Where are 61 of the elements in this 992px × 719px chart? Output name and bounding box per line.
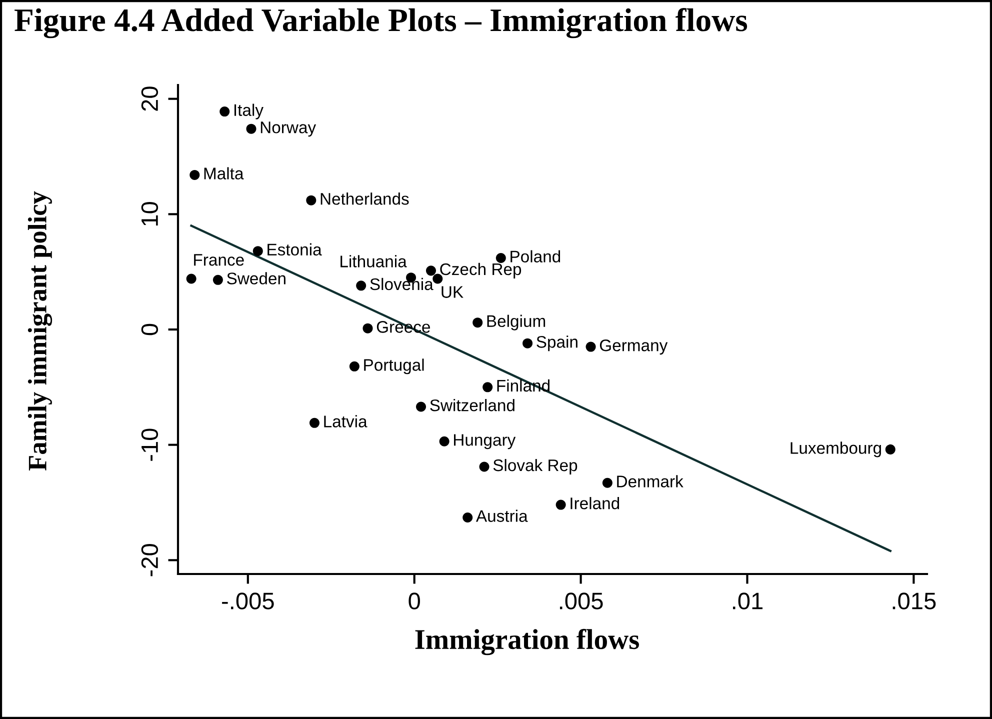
point xyxy=(496,252,506,264)
annotation: Denmark xyxy=(617,475,684,488)
point xyxy=(426,266,436,276)
point xyxy=(522,338,533,348)
annotation: Germany xyxy=(600,339,668,355)
x-tick-label: .005 xyxy=(560,592,603,610)
annotation: Czech Rep xyxy=(440,262,522,278)
annotation: Ireland xyxy=(570,497,620,510)
annotation: Portugal xyxy=(364,358,424,374)
point xyxy=(556,500,566,510)
annotation: Sweden xyxy=(227,272,286,284)
annotation: Luxembourg xyxy=(790,442,881,458)
point xyxy=(212,274,223,285)
point xyxy=(472,318,483,328)
point xyxy=(349,361,360,372)
point xyxy=(462,512,473,522)
annotation: Italy xyxy=(234,104,264,120)
chart-title: Figure 4.4 Added Variable Plots – Immigration flows xyxy=(14,8,748,38)
point xyxy=(220,106,230,117)
x-tick-label: .015 xyxy=(892,592,936,610)
annotation: Spain xyxy=(536,336,578,352)
annotation: Poland xyxy=(510,250,560,262)
annotation: Lithuania xyxy=(340,255,407,268)
annotation: France xyxy=(194,254,244,266)
annotation: UK xyxy=(442,286,464,298)
x-tick-label: -.005 xyxy=(222,592,274,610)
y-tick-label: -20 xyxy=(141,544,158,576)
x-axis-title: Immigration flows xyxy=(415,628,639,656)
y-tick-label: 10 xyxy=(141,202,158,226)
point xyxy=(482,382,493,392)
point xyxy=(309,418,320,428)
annotation: Latvia xyxy=(324,415,368,428)
point xyxy=(602,478,612,488)
y-tick-label: 0 xyxy=(141,324,158,336)
point xyxy=(416,402,426,412)
point xyxy=(356,280,366,291)
point xyxy=(362,323,373,334)
point xyxy=(252,246,263,256)
y-tick-label: 20 xyxy=(141,86,158,111)
annotation: Netherlands xyxy=(320,192,409,205)
point xyxy=(186,274,196,284)
x-tick-label: .01 xyxy=(732,592,762,610)
y-tick-label: -10 xyxy=(141,428,158,461)
annotation: Switzerland xyxy=(430,399,514,412)
point xyxy=(439,436,450,446)
annotation: Malta xyxy=(204,167,244,180)
annotation: Estonia xyxy=(268,243,322,256)
annotation: Belgium xyxy=(487,314,546,330)
point xyxy=(190,170,200,180)
point xyxy=(306,195,316,206)
annotation: Slovak Rep xyxy=(493,458,578,475)
annotation: Hungary xyxy=(454,434,516,450)
annotation: Norway xyxy=(260,122,316,137)
point xyxy=(586,342,596,352)
annotation: Slovenia xyxy=(370,278,434,290)
point xyxy=(885,444,896,454)
y-axis-title: Family immigrant policy xyxy=(28,191,52,471)
point xyxy=(246,124,256,134)
annotation: Austria xyxy=(476,510,528,522)
x-tick-label: 0 xyxy=(408,592,420,610)
point xyxy=(479,462,490,472)
